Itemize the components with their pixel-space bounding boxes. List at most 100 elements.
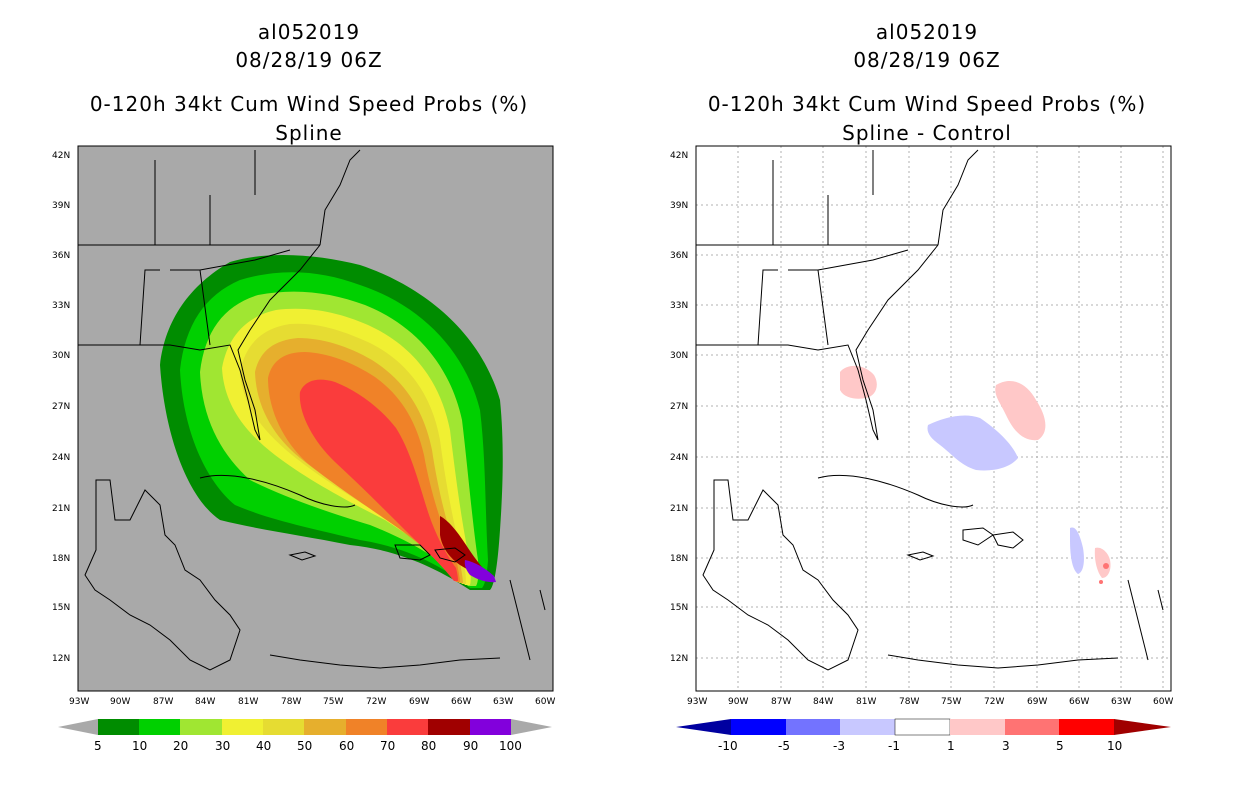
lat-label: 21N [52, 504, 70, 514]
lat-label: 15N [670, 603, 688, 613]
lat-axis: 42N 39N 36N 33N 30N 27N 24N 21N 18N 15N … [670, 151, 688, 664]
colorbar: -10 -5 -3 -1 1 3 5 10 [676, 718, 1171, 753]
colorbar-left-arrow [58, 719, 98, 735]
storm-id-title: al052019 [257, 20, 361, 44]
colorbar-label: 10 [132, 739, 147, 753]
positive-diff-peak [1099, 580, 1103, 584]
colorbar-box [222, 719, 263, 735]
colorbar-label: 5 [94, 739, 102, 753]
left-map: 42N 39N 36N 33N 30N 27N 24N 21N 18N 15N … [52, 145, 555, 753]
lon-label: 87W [153, 697, 173, 707]
colorbar-label: 60 [339, 739, 354, 753]
negative-diff-region [927, 415, 1018, 471]
lat-label: 39N [670, 201, 688, 211]
lon-label: 72W [984, 697, 1004, 707]
colorbar-box [263, 719, 304, 735]
lon-label: 90W [728, 697, 748, 707]
lat-label: 36N [670, 251, 688, 261]
lon-label: 69W [1027, 697, 1047, 707]
colorbar-label: -1 [888, 739, 900, 753]
colorbar-label: 90 [463, 739, 478, 753]
subtitle: Spline - Control [842, 121, 1012, 145]
prob-70-contour [299, 379, 458, 581]
lat-label: 33N [670, 301, 688, 311]
lon-label: 63W [1111, 697, 1131, 707]
colorbar-label: -3 [833, 739, 845, 753]
colorbar-box [731, 719, 786, 735]
colorbar-box [428, 719, 470, 735]
lat-label: 36N [52, 251, 70, 261]
colorbar-label: 20 [173, 739, 188, 753]
lon-label: 60W [1153, 697, 1173, 707]
map-frame [695, 145, 1172, 692]
lon-label: 78W [281, 697, 301, 707]
lon-label: 84W [813, 697, 833, 707]
colorbar-left-arrow [676, 719, 731, 735]
lat-label: 24N [670, 453, 688, 463]
lon-label: 93W [69, 697, 89, 707]
lat-label: 30N [670, 351, 688, 361]
colorbar-box [840, 719, 895, 735]
colorbar-label: -10 [718, 739, 738, 753]
lon-label: 84W [195, 697, 215, 707]
prob-80-contour [440, 516, 490, 580]
lat-label: 33N [52, 301, 70, 311]
colorbar-box [387, 719, 428, 735]
right-map: 42N 39N 36N 33N 30N 27N 24N 21N 18N 15N … [670, 145, 1173, 753]
lat-label: 18N [52, 554, 70, 564]
lat-axis: 42N 39N 36N 33N 30N 27N 24N 21N 18N 15N … [52, 151, 70, 664]
gridlines [696, 146, 1171, 691]
colorbar-label: 50 [297, 739, 312, 753]
lat-label: 18N [670, 554, 688, 564]
lon-label: 81W [238, 697, 258, 707]
colorbar: 5 10 20 30 40 50 60 70 80 90 100 [58, 719, 552, 753]
lat-label: 27N [670, 402, 688, 412]
colorbar-right-arrow [511, 719, 552, 735]
lat-label: 12N [670, 654, 688, 664]
product-title: 0-120h 34kt Cum Wind Speed Probs (%) [707, 92, 1147, 116]
colorbar-label: 70 [380, 739, 395, 753]
prob-90-contour [464, 560, 496, 583]
datetime-title: 08/28/19 06Z [235, 48, 383, 72]
lon-label: 66W [451, 697, 471, 707]
lat-label: 30N [52, 351, 70, 361]
colorbar-box [1059, 719, 1114, 735]
positive-diff-peak [1103, 563, 1109, 569]
colorbar-label: 100 [499, 739, 522, 753]
colorbar-box [304, 719, 346, 735]
storm-id-title: al052019 [875, 20, 979, 44]
lon-label: 66W [1069, 697, 1089, 707]
lon-label: 87W [771, 697, 791, 707]
lat-label: 21N [670, 504, 688, 514]
map-frame [77, 145, 554, 692]
lon-label: 60W [535, 697, 555, 707]
colorbar-label: 40 [256, 739, 271, 753]
map-background [696, 146, 1171, 691]
colorbar-box [98, 719, 139, 735]
lat-label: 42N [52, 151, 70, 161]
lat-label: 27N [52, 402, 70, 412]
colorbar-box [894, 718, 951, 736]
lon-label: 75W [323, 697, 343, 707]
colorbar-box [470, 719, 511, 735]
colorbar-label: 10 [1107, 739, 1122, 753]
colorbar-label: 3 [1002, 739, 1010, 753]
colorbar-box [139, 719, 180, 735]
lon-label: 78W [899, 697, 919, 707]
lat-label: 15N [52, 603, 70, 613]
colorbar-label: 1 [947, 739, 955, 753]
subtitle: Spline [275, 121, 343, 145]
right-panel: al052019 08/28/19 06Z 0-120h 34kt Cum Wi… [618, 0, 1236, 800]
coastlines [78, 149, 546, 671]
colorbar-right-arrow [1114, 719, 1171, 735]
colorbar-box [786, 719, 840, 735]
left-panel: al052019 08/28/19 06Z 0-120h 34kt Cum Wi… [52, 20, 555, 753]
colorbar-box [1005, 719, 1059, 735]
lon-label: 81W [856, 697, 876, 707]
colorbar-box [950, 719, 1005, 735]
lon-label: 75W [941, 697, 961, 707]
lat-label: 24N [52, 453, 70, 463]
lat-label: 42N [670, 151, 688, 161]
colorbar-label: 5 [1056, 739, 1064, 753]
lon-label: 63W [493, 697, 513, 707]
